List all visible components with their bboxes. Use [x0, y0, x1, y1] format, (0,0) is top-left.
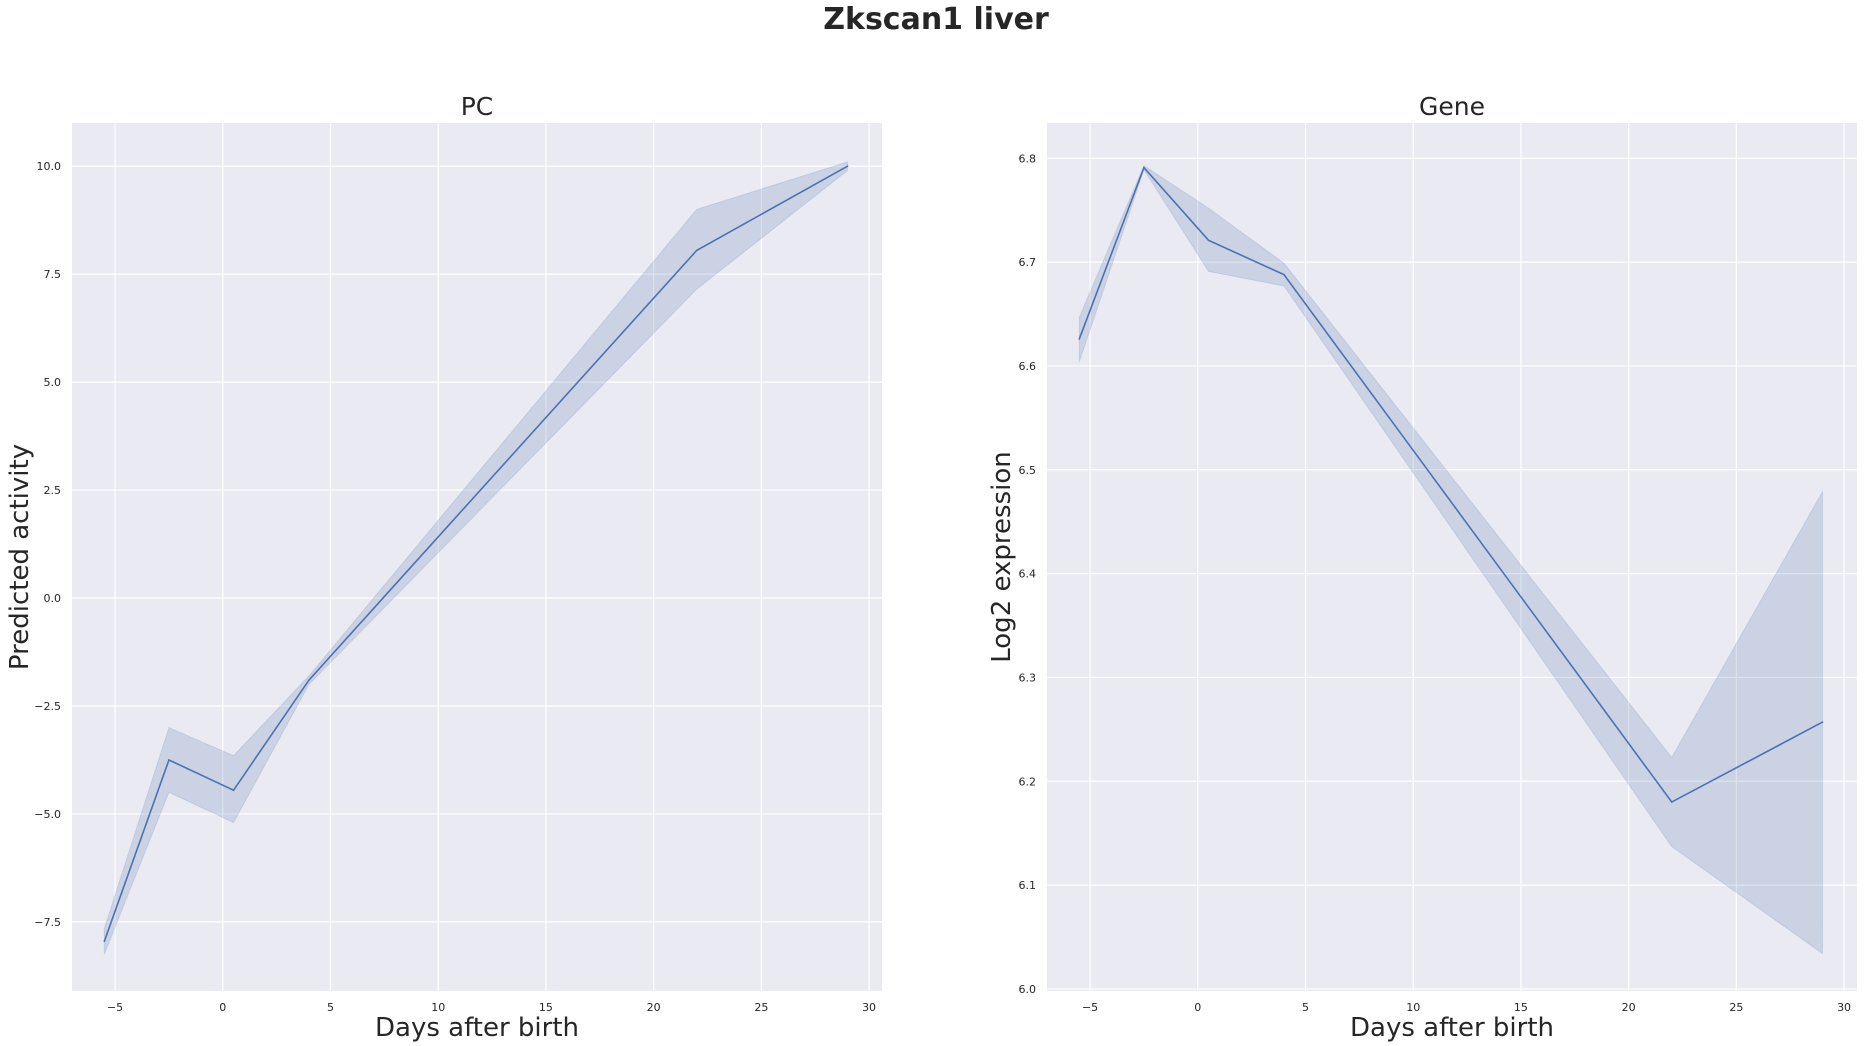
pc-y-tick-label: 10.0 [37, 160, 62, 173]
gene-data-point [1821, 721, 1824, 723]
gene-y-tick-label: 6.8 [1019, 152, 1037, 165]
gene-y-axis-label: Log2 expression [987, 451, 1017, 663]
pc-data-point [232, 789, 235, 791]
gene-x-tick-label: 10 [1406, 1001, 1420, 1014]
pc-y-tick-label: 2.5 [44, 484, 62, 497]
gene-x-tick-label: 15 [1514, 1001, 1528, 1014]
gene-x-axis-label: Days after birth [1350, 1013, 1554, 1043]
pc-x-tick-label: 5 [327, 1001, 334, 1014]
pc-plot-area [72, 123, 882, 991]
pc-y-tick-label: 0.0 [44, 592, 62, 605]
pc-x-tick-label: 20 [647, 1001, 661, 1014]
gene-y-tick-label: 6.0 [1019, 983, 1037, 996]
pc-x-tick-label: 15 [539, 1001, 553, 1014]
pc-y-axis-label: Predicted activity [5, 444, 35, 670]
pc-data-point [846, 165, 849, 167]
pc-y-tick-label: 5.0 [44, 376, 62, 389]
pc-y-tick-label: 7.5 [44, 268, 62, 281]
pc-data-point [103, 940, 106, 943]
gene-y-tick-label: 6.1 [1019, 879, 1037, 892]
gene-x-tick-label: 20 [1622, 1001, 1636, 1014]
gene-data-point [1078, 338, 1081, 340]
gene-data-point [1670, 801, 1673, 803]
pc-data-point [308, 679, 310, 681]
pc-panel-title: PC [461, 92, 494, 121]
gene-plot-area [1047, 123, 1857, 991]
gene-x-tick-label: 0 [1194, 1001, 1201, 1014]
gene-y-tick-label: 6.3 [1019, 671, 1037, 684]
gene-y-tick-label: 6.4 [1019, 568, 1037, 581]
gene-x-tick-label: 5 [1302, 1001, 1309, 1014]
figure-title: Zkscan1 liver [823, 2, 1049, 37]
pc-series-line [103, 165, 848, 942]
gene-data-point [1207, 239, 1210, 242]
pc-x-tick-label: 0 [219, 1001, 226, 1014]
gene-data-point [1283, 273, 1285, 276]
pc-y-tick-label: −7.5 [34, 916, 61, 929]
pc-x-tick-label: 30 [862, 1001, 876, 1014]
pc-data-point [168, 759, 170, 761]
gene-x-tick-label: 30 [1837, 1001, 1851, 1014]
pc-data-point [695, 249, 698, 252]
gene-y-tick-label: 6.2 [1019, 775, 1037, 788]
pc-y-tick-label: −5.0 [34, 808, 61, 821]
panel-gene: −5 0 5 10 15 20 25 30 6.0 6.1 6.2 6.3 6.4 6.5 6.6 6.7 6.… [987, 92, 1857, 1043]
pc-x-axis-label: Days after birth [375, 1013, 579, 1043]
gene-panel-title: Gene [1419, 92, 1485, 121]
gene-y-tick-label: 6.5 [1019, 464, 1037, 477]
pc-x-tick-label: −5 [107, 1001, 123, 1014]
gene-y-tick-label: 6.7 [1019, 256, 1037, 269]
gene-series-line [1078, 166, 1823, 804]
pc-x-tick-label: 10 [431, 1001, 445, 1014]
panel-pc: −5 0 5 10 15 20 25 30 −7.5 −5.0 −2.5 0.0 2.5 5.0 7.5 10… [5, 92, 882, 1043]
gene-x-tick-label: 25 [1729, 1001, 1743, 1014]
gene-x-tick-label: −5 [1082, 1001, 1098, 1014]
pc-y-tick-label: −2.5 [34, 700, 61, 713]
pc-x-tick-label: 25 [754, 1001, 768, 1014]
gene-y-tick-label: 6.6 [1019, 360, 1037, 373]
gene-data-point [1143, 166, 1145, 169]
pc-confidence-band [103, 161, 849, 955]
